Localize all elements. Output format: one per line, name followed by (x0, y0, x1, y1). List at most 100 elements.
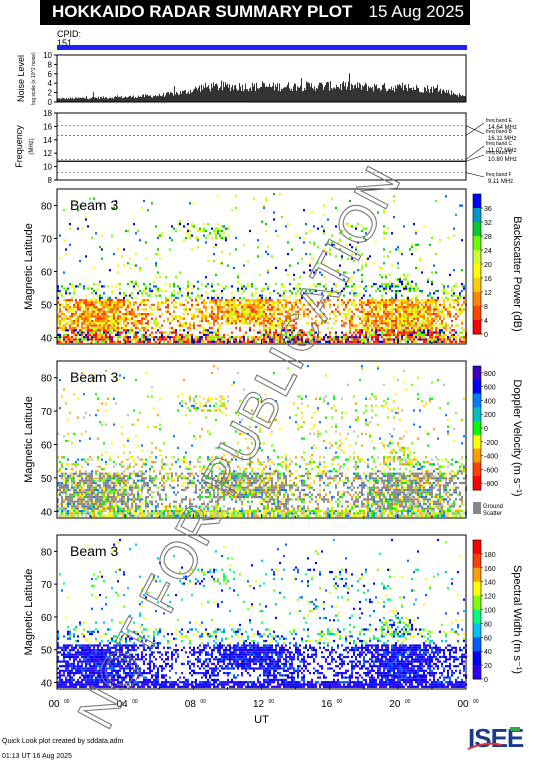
colorbar-tick-label: 4 (484, 318, 488, 325)
ground-scatter-label: Ground (483, 504, 503, 510)
colorbar-segment (473, 637, 481, 652)
noise-ytick-label: 10 (43, 51, 52, 60)
colorbar-segment (473, 540, 481, 555)
heatmap-ylabel: Magnetic Latitude (23, 396, 35, 483)
colorbar-tick-label: 180 (484, 552, 496, 559)
isee-logo: ISEE (467, 723, 525, 751)
colorbar-tick-label: 0 (484, 426, 488, 433)
heatmap-panel-vel (57, 365, 467, 517)
colorbar-segment (473, 306, 481, 321)
freq-band-leader (465, 125, 485, 135)
colorbar-tick-label: 0 (484, 332, 488, 339)
heatmap-ytick-label: 40 (41, 678, 53, 689)
xtick-label: 12 (253, 699, 265, 710)
heatmap-ytick-label: 40 (41, 333, 53, 344)
heatmap-ytick-label: 80 (41, 547, 53, 558)
colorbar-segment (473, 567, 481, 583)
noise-ytick-label: 6 (48, 70, 53, 79)
colorbar-tick-label: -400 (484, 454, 498, 461)
heatmap-ytick-label: 70 (41, 580, 53, 591)
colorbar-segment (473, 553, 481, 569)
colorbar-tick-label: 0 (484, 677, 488, 684)
colorbar-tick-label: 20 (484, 262, 492, 269)
xtick-sup: 00 (269, 699, 275, 705)
colorbar-tick-label: 200 (484, 412, 496, 419)
colorbar-segment (473, 292, 481, 307)
xtick-sup: 00 (337, 699, 343, 705)
freq-band-leader (465, 172, 485, 178)
colorbar-segment (473, 236, 481, 251)
colorbar-tick-label: 40 (484, 649, 492, 656)
freq-ytick-label: 14 (43, 136, 52, 145)
freq-band-label: freq band F (486, 172, 512, 178)
colorbar-tick-label: 12 (484, 290, 492, 297)
colorbar-tick-label: 28 (484, 234, 492, 241)
colorbar-segment (473, 609, 481, 624)
heatmap-ytick-label: 50 (41, 474, 53, 485)
heatmap-ytick-label: 60 (41, 441, 53, 452)
freq-band-value: 14.64 MHz (488, 125, 517, 131)
cpid-bar (57, 45, 467, 50)
colorbar-tick-label: 80 (484, 621, 492, 628)
heatmap-ytick-label: 70 (41, 407, 53, 418)
xtick-label: 08 (185, 699, 197, 710)
colorbar-tick-label: 16 (484, 276, 492, 283)
noise-ytick-label: 8 (48, 60, 53, 69)
freq-ytick-label: 18 (43, 109, 52, 118)
heatmap-ytick-label: 70 (41, 234, 53, 245)
freq-band-value: 10.80 MHz (488, 157, 517, 163)
freq-ytick-label: 16 (43, 122, 52, 131)
colorbar-tick-label: 36 (484, 206, 492, 213)
xtick-sup: 00 (200, 699, 206, 705)
ground-scatter-label: Scatter (483, 511, 502, 517)
colorbar-segment (473, 264, 481, 279)
colorbar-segment (473, 581, 481, 597)
colorbar-segment (473, 250, 481, 265)
footer-credit: Quick Look plot created by sddata.adm (2, 738, 124, 745)
beam-label: Beam 3 (70, 543, 118, 559)
xtick-label: 20 (389, 699, 401, 710)
noise-ysub: log scale (x 10^2 noise) (31, 52, 37, 105)
freq-ytick-label: 8 (48, 176, 53, 185)
noise-ytick-label: 4 (48, 79, 53, 88)
xaxis-label: UT (254, 714, 269, 726)
plot-title: HOKKAIDO RADAR SUMMARY PLOT (52, 2, 353, 21)
xtick-label: 00 (48, 699, 60, 710)
colorbar-segment (473, 278, 481, 293)
colorbar-segment (473, 379, 481, 395)
colorbar-segment (473, 421, 481, 436)
heatmap-ytick-label: 40 (41, 507, 53, 518)
colorbar-segment (473, 434, 481, 450)
freq-ytick-label: 10 (43, 163, 52, 172)
colorbar-tick-label: -600 (484, 467, 498, 474)
colorbar-tick-label: 600 (484, 385, 496, 392)
cpid-key: CPID: (57, 29, 82, 39)
noise-ytick-label: 2 (48, 89, 53, 98)
heatmap-ylabel: Magnetic Latitude (23, 569, 35, 656)
heatmap-ylabel: Magnetic Latitude (23, 223, 35, 310)
xtick-sup: 00 (473, 699, 479, 705)
freq-band-value: 11.07 MHz (488, 148, 517, 154)
colorbar-tick-label: 100 (484, 608, 496, 615)
colorbar-segment (473, 208, 481, 223)
heatmap-ytick-label: 50 (41, 646, 53, 657)
freq-panel-frame (56, 112, 467, 181)
colorbar-tick-label: 160 (484, 566, 496, 573)
heatmap-ytick-label: 80 (41, 374, 53, 385)
noise-ylabel: Noise Level (16, 55, 26, 102)
xtick-label: 04 (117, 699, 129, 710)
freq-yunit: (MHz) (29, 138, 35, 154)
xtick-sup: 00 (64, 699, 70, 705)
heatmap-ytick-label: 80 (41, 201, 53, 212)
footer-timestamp: 01:13 UT 16 Aug 2025 (2, 753, 72, 760)
colorbar-segment (473, 320, 481, 335)
heatmap-ytick-label: 60 (41, 613, 53, 624)
freq-band-value: 9.11 MHz (488, 179, 513, 185)
freq-band-label: freq band D (486, 150, 513, 156)
beam-label: Beam 3 (70, 369, 118, 385)
freq-ylabel: Frequency (14, 125, 24, 168)
heatmap-ytick-label: 60 (41, 267, 53, 278)
cpid-value: 151 (57, 38, 73, 48)
heatmap-panel-power (57, 193, 467, 343)
colorbar-segment (473, 651, 481, 666)
